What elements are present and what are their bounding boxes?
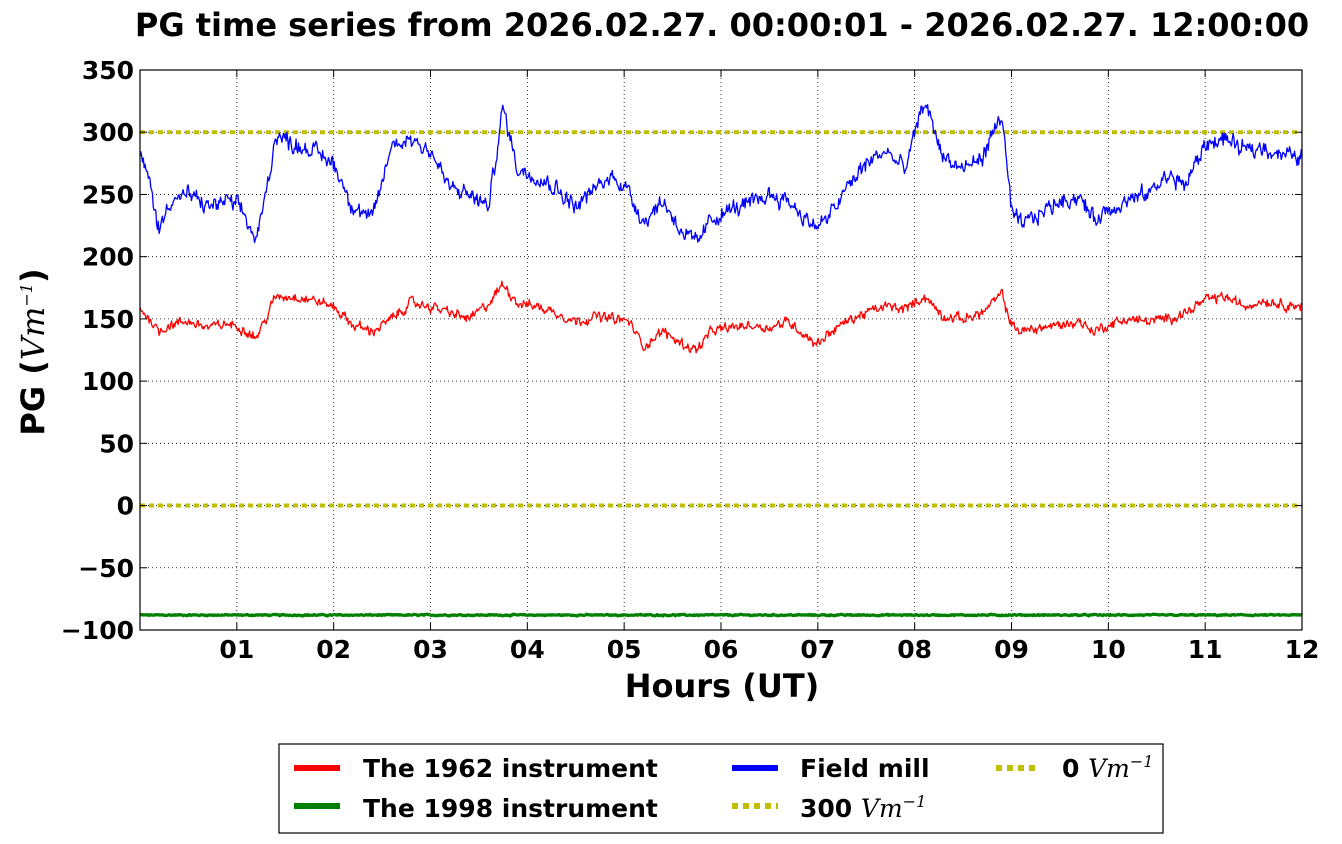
legend-label-0: 0 Vm−1 (1062, 752, 1153, 783)
legend-label-0-exp: −1 (1130, 752, 1154, 771)
y-axis-label-prefix: PG ( (14, 360, 52, 435)
y-axis-label-unit: Vm (14, 307, 52, 360)
x-tick-label: 02 (316, 635, 351, 664)
legend-label-1962: The 1962 instrument (363, 754, 658, 783)
y-tick-label: 300 (82, 118, 134, 147)
legend-label-0-prefix: 0 (1062, 754, 1088, 783)
y-tick-label: 100 (82, 367, 134, 396)
legend-label-300: 300 Vm−1 (800, 792, 926, 823)
x-tick-label: 11 (1188, 635, 1223, 664)
x-tick-label: 07 (800, 635, 835, 664)
chart-title: PG time series from 2026.02.27. 00:00:01… (135, 6, 1309, 44)
x-tick-label: 05 (607, 635, 642, 664)
x-tick-label: 09 (994, 635, 1029, 664)
series-line-the-1962-instrument (139, 280, 1303, 354)
legend-label-300-unit: Vm (861, 794, 903, 823)
legend-label-field-mill: Field mill (800, 754, 930, 783)
legend-frame (278, 743, 1164, 834)
y-axis-label: PG (Vm−1) (14, 268, 52, 435)
x-tick-label: 08 (897, 635, 932, 664)
x-tick-label: 06 (704, 635, 739, 664)
series-line-field-mill (139, 104, 1303, 244)
legend-label-1998: The 1998 instrument (363, 794, 658, 823)
y-tick-label: 200 (82, 243, 134, 272)
series-layer (139, 104, 1303, 618)
x-tick-label: 01 (219, 635, 254, 664)
y-tick-label: −50 (78, 554, 134, 583)
legend: The 1962 instrument The 1998 instrument … (278, 743, 1164, 834)
series-line-the-1998-instrument (139, 612, 1303, 618)
x-tick-label: 12 (1285, 635, 1320, 664)
y-axis-label-exp: −1 (17, 283, 36, 307)
x-tick-label: 03 (413, 635, 448, 664)
y-axis-label-suffix: ) (14, 268, 52, 283)
y-tick-label: 150 (82, 305, 134, 334)
legend-label-300-prefix: 300 (800, 794, 861, 823)
x-tick-label: 04 (510, 635, 545, 664)
ticks: 01 02 03 04 05 06 07 08 09 10 11 12 −100 −50 0 50 100 150… (61, 56, 1320, 664)
x-tick-label: 10 (1091, 635, 1126, 664)
y-tick-label: 50 (99, 429, 134, 458)
y-tick-label: −100 (61, 616, 134, 645)
legend-label-300-exp: −1 (903, 792, 927, 811)
y-tick-label: 350 (82, 56, 134, 85)
x-axis-label: Hours (UT) (625, 667, 820, 705)
y-tick-label: 0 (117, 492, 134, 521)
y-tick-label: 250 (82, 180, 134, 209)
legend-label-0-unit: Vm (1088, 754, 1130, 783)
